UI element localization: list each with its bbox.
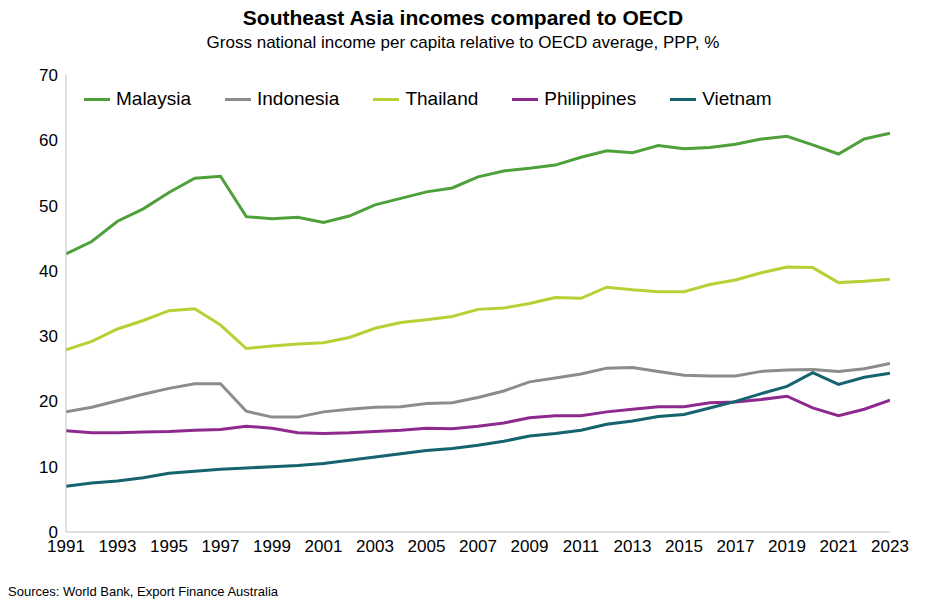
svg-text:2017: 2017 <box>717 537 755 556</box>
html-text:Southeast Asia incomes compare: Southeast Asia incomes compared to OECD <box>242 6 684 29</box>
svg-text:60: 60 <box>39 131 58 150</box>
html-text:Thailand: Thailand <box>405 88 479 109</box>
svg-text:2023: 2023 <box>871 537 909 556</box>
svg-text:10: 10 <box>39 458 58 477</box>
svg-text:2019: 2019 <box>768 537 806 556</box>
html-text:Philippines: Philippines <box>544 88 637 109</box>
svg-text:2015: 2015 <box>665 537 703 556</box>
html-text:Vietnam: Vietnam <box>702 88 772 109</box>
html-text:Sources: World Bank, Export Fi: Sources: World Bank, Export Finance Aust… <box>8 584 278 599</box>
svg-text:20: 20 <box>39 392 58 411</box>
svg-text:1993: 1993 <box>99 537 137 556</box>
svg-text:0: 0 <box>49 523 58 542</box>
html-text:Malaysia: Malaysia <box>116 88 191 109</box>
svg-text:30: 30 <box>39 327 58 346</box>
svg-text:1995: 1995 <box>150 537 188 556</box>
svg-text:40: 40 <box>39 262 58 281</box>
html-text:Indonesia: Indonesia <box>257 88 340 109</box>
svg-text:1997: 1997 <box>202 537 240 556</box>
svg-text:2007: 2007 <box>459 537 497 556</box>
svg-text:70: 70 <box>39 66 58 85</box>
svg-text:1991: 1991 <box>47 537 85 557</box>
svg-text:2021: 2021 <box>820 537 858 556</box>
svg-text:2005: 2005 <box>408 537 446 556</box>
svg-text:2011: 2011 <box>563 537 600 556</box>
svg-text:2009: 2009 <box>511 537 549 556</box>
svg-text:50: 50 <box>39 197 58 216</box>
svg-text:2003: 2003 <box>356 537 394 556</box>
svg-text:2001: 2001 <box>305 537 343 556</box>
svg-text:1999: 1999 <box>253 537 291 556</box>
html-text:Gross national income per capi: Gross national income per capita relativ… <box>206 33 720 52</box>
svg-text:2013: 2013 <box>614 537 652 556</box>
